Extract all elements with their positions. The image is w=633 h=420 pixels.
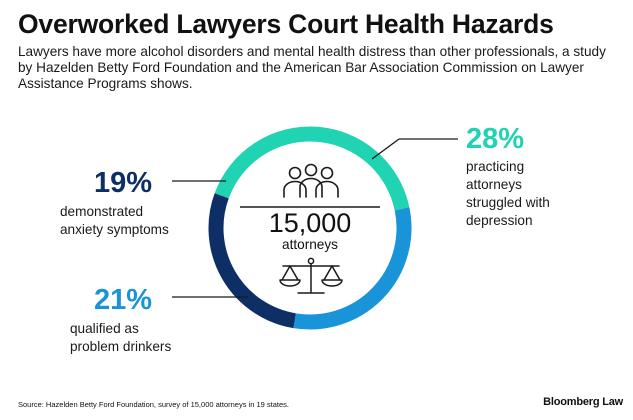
scales-of-justice-icon bbox=[279, 257, 343, 294]
brand-logo: Bloomberg Law bbox=[543, 396, 623, 408]
donut-segment-anxiety bbox=[208, 193, 297, 329]
depression-line-1: practicing bbox=[466, 159, 525, 174]
donut-segment-depression bbox=[214, 126, 410, 211]
chart-subtitle: Lawyers have more alcohol disorders and … bbox=[18, 44, 606, 91]
drinkers-line-1: qualified as bbox=[70, 321, 139, 336]
anxiety-percent: 19% bbox=[94, 167, 153, 199]
anxiety-description: demonstrated anxiety symptoms bbox=[60, 203, 169, 239]
anxiety-line-1: demonstrated bbox=[60, 204, 144, 219]
depression-description: practicing attorneys struggled with depr… bbox=[466, 158, 550, 230]
donut-segments bbox=[208, 126, 412, 330]
donut-segment-drinkers bbox=[293, 207, 412, 330]
depression-percent: 28% bbox=[466, 123, 525, 155]
depression-line-3: struggled with bbox=[466, 195, 550, 210]
drinkers-percent: 21% bbox=[94, 284, 153, 316]
chart-title: Overworked Lawyers Court Health Hazards bbox=[18, 9, 554, 39]
people-icon bbox=[283, 163, 339, 198]
source-note: Source: Hazelden Betty Ford Foundation, … bbox=[18, 400, 289, 409]
drinkers-description: qualified as problem drinkers bbox=[70, 320, 171, 356]
anxiety-line-2: anxiety symptoms bbox=[60, 222, 169, 237]
drinkers-line-2: problem drinkers bbox=[70, 339, 172, 354]
depression-line-2: attorneys bbox=[466, 177, 522, 192]
center-count: 15,000 bbox=[268, 208, 352, 238]
depression-line-4: depression bbox=[466, 213, 533, 228]
center-label: attorneys bbox=[282, 237, 338, 252]
leader-line-depression bbox=[371, 138, 400, 160]
